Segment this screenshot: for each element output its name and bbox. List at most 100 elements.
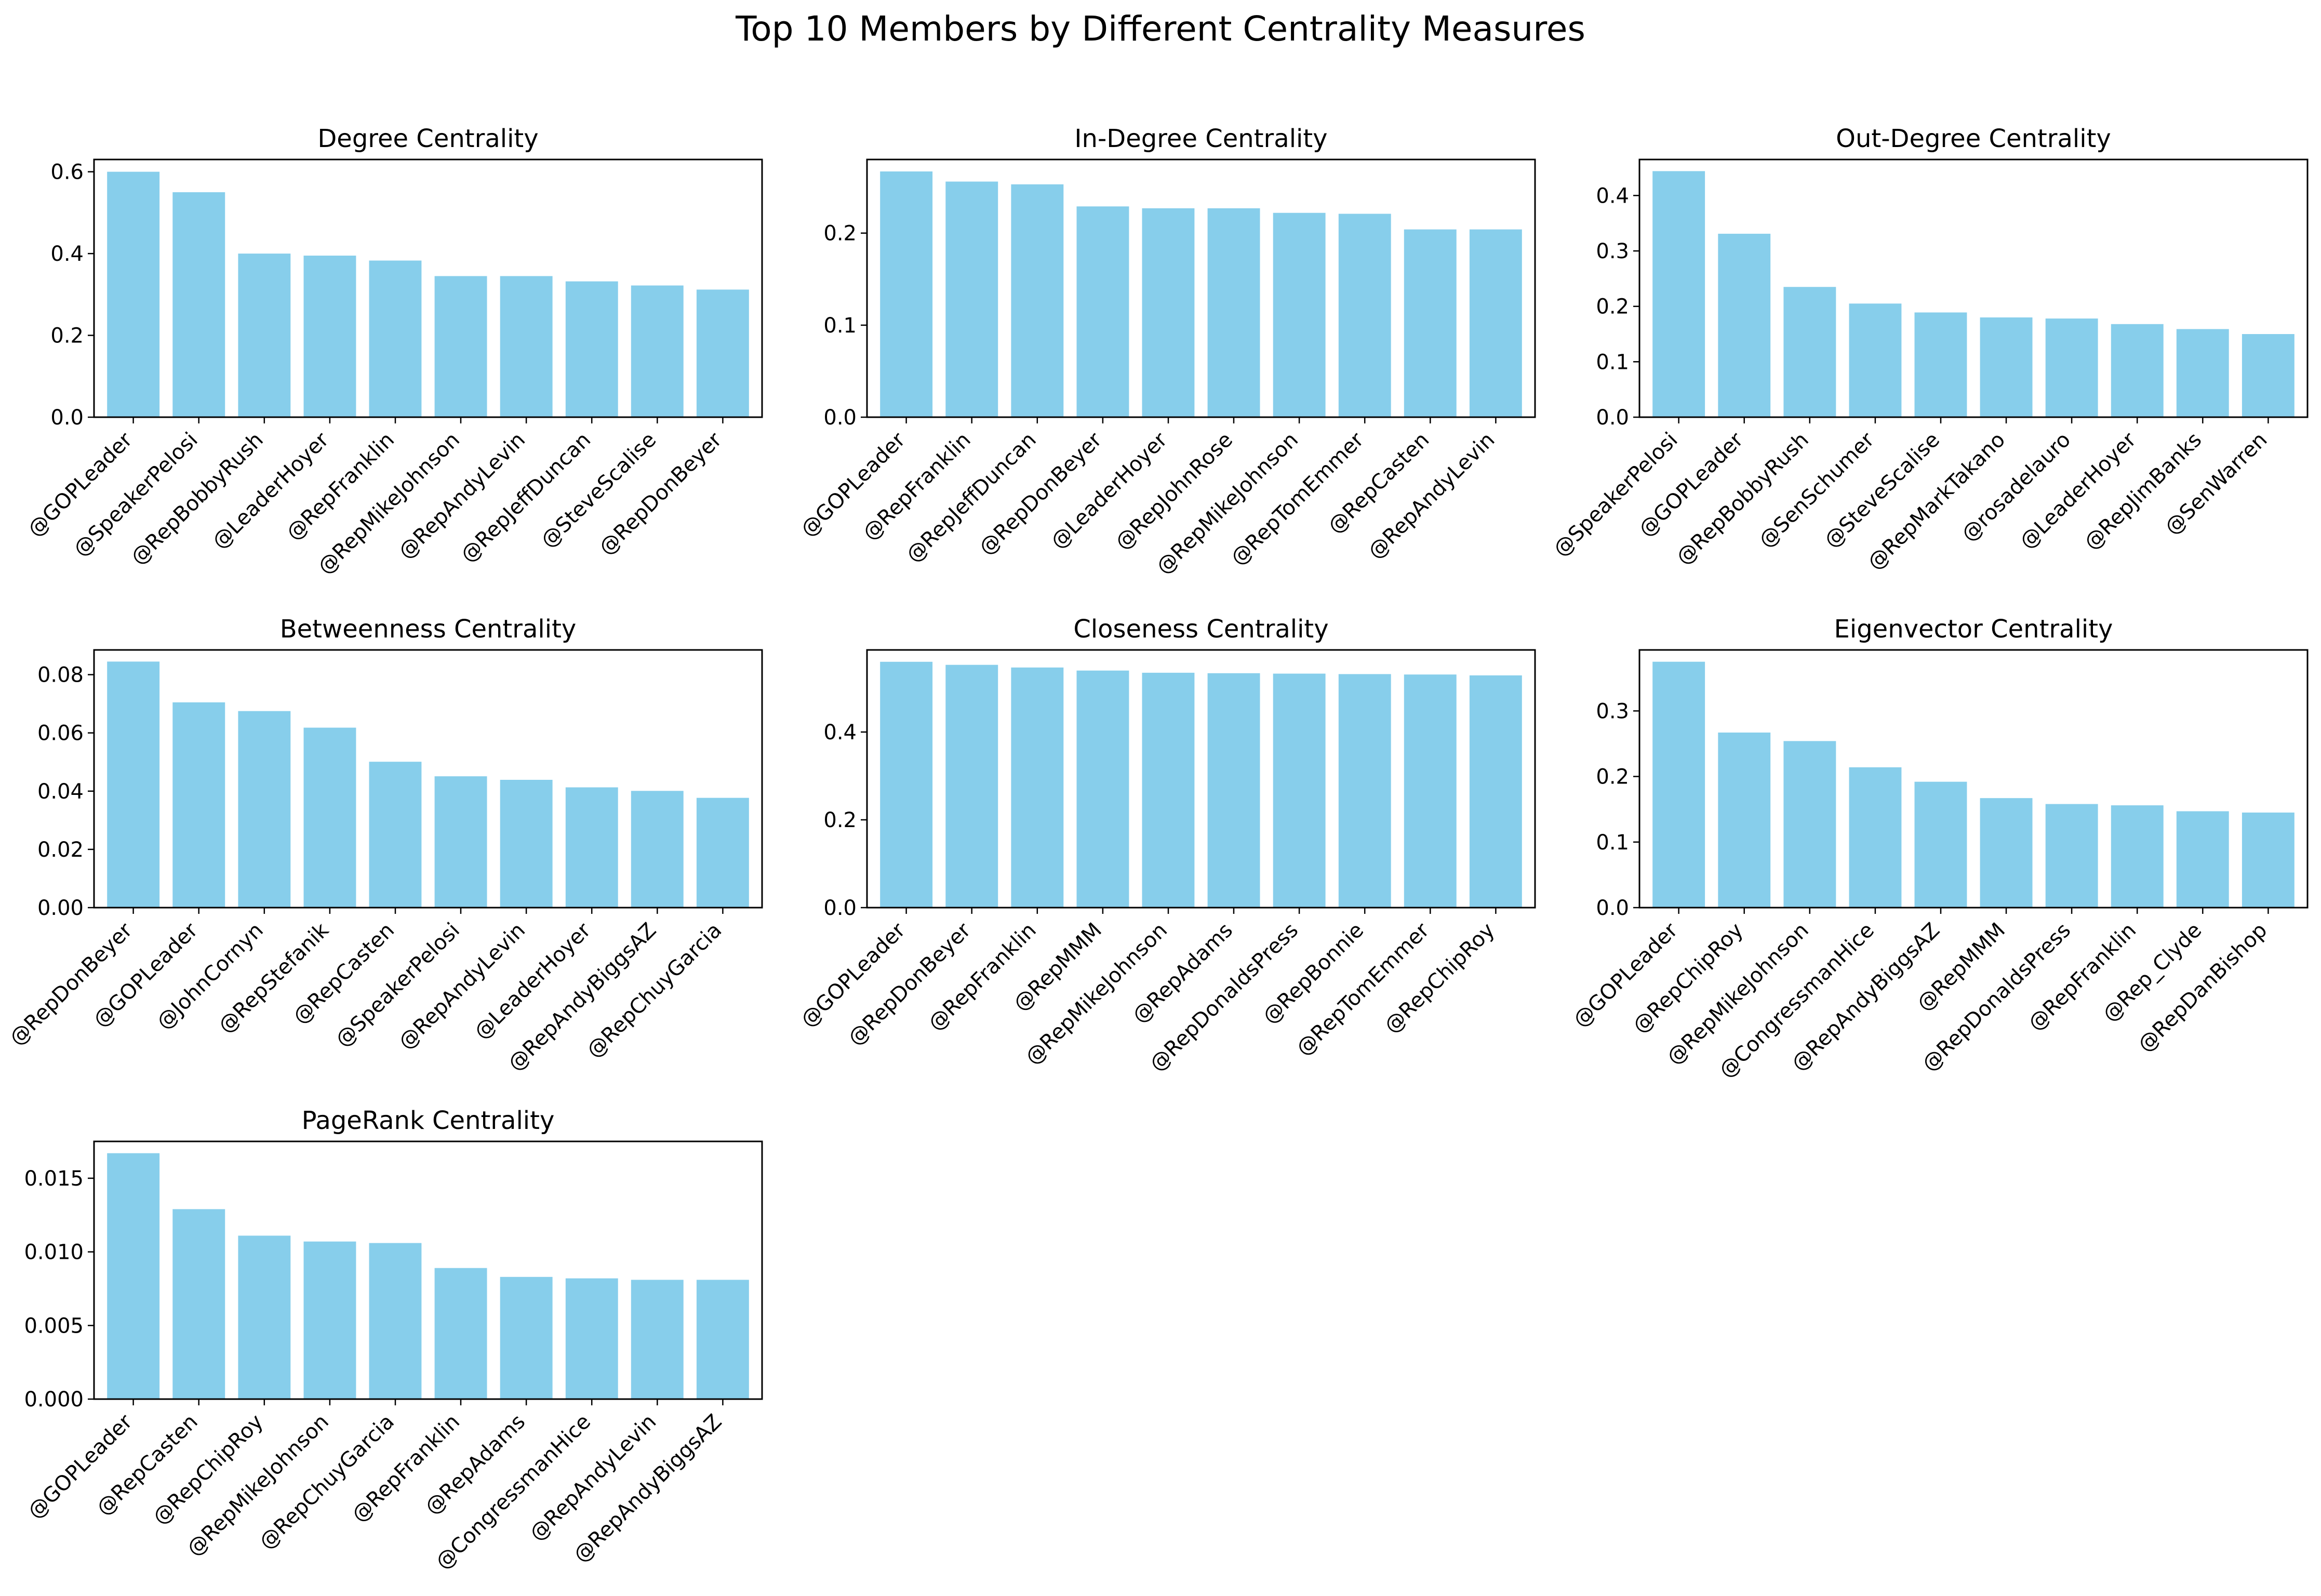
axes-frame: [93, 649, 763, 909]
y-tick-label: 0.6: [50, 161, 84, 184]
bar-7: [2045, 804, 2098, 908]
bar-9: [631, 1280, 684, 1399]
bar-5: [369, 762, 422, 908]
bar-8: [1338, 214, 1391, 417]
y-tick-label: 0.0: [1596, 406, 1629, 430]
axes-frame: [866, 158, 1536, 418]
bar-1: [107, 1153, 160, 1399]
bar-4: [1849, 767, 1902, 908]
bar-7: [500, 1276, 553, 1399]
bar-4: [303, 727, 356, 908]
y-tick-label: 0.3: [1596, 240, 1629, 263]
y-tick-label: 0.4: [1596, 184, 1629, 208]
y-tick-label: 0.4: [50, 242, 84, 266]
bar-2: [172, 1209, 225, 1399]
y-tick-label: 0.4: [823, 721, 857, 744]
bar-9: [2176, 811, 2229, 908]
bar-2: [172, 702, 225, 908]
bar-6: [434, 776, 487, 908]
bar-10: [2242, 813, 2295, 908]
bar-7: [2045, 318, 2098, 417]
bar-8: [1338, 674, 1391, 908]
bar-2: [172, 192, 225, 417]
axes-frame: [93, 1140, 763, 1400]
bar-9: [2176, 329, 2229, 417]
y-tick-label: 0.08: [37, 663, 84, 687]
y-tick-label: 0.2: [823, 222, 857, 246]
bar-6: [1207, 673, 1260, 908]
bar-3: [238, 1235, 291, 1399]
axes-frame: [1638, 649, 2309, 909]
bar-10: [696, 797, 749, 908]
bar-5: [369, 1243, 422, 1399]
bar-6: [434, 1268, 487, 1399]
bar-6: [1980, 317, 2033, 417]
bar-5: [1142, 208, 1195, 417]
bar-9: [1404, 674, 1457, 908]
y-tick-label: 0.1: [823, 314, 857, 338]
y-tick-label: 0.0: [823, 406, 857, 430]
axes-frame: [1638, 158, 2309, 418]
y-tick-label: 0.00: [37, 896, 84, 920]
bar-4: [1076, 670, 1129, 908]
bar-6: [434, 276, 487, 417]
panel-title: Out-Degree Centrality: [1836, 124, 2111, 153]
y-tick-label: 0.015: [24, 1167, 84, 1191]
bar-5: [1142, 672, 1195, 908]
bar-3: [1011, 184, 1064, 417]
bar-8: [2111, 805, 2164, 908]
bar-10: [1469, 675, 1522, 908]
bar-4: [1076, 206, 1129, 417]
bar-3: [1783, 741, 1836, 908]
bar-8: [2111, 324, 2164, 417]
y-tick-label: 0.3: [1596, 699, 1629, 723]
axes-frame: [93, 158, 763, 418]
y-tick-label: 0.2: [1596, 295, 1629, 319]
y-tick-label: 0.0: [823, 896, 857, 920]
bar-8: [565, 281, 618, 417]
y-tick-label: 0.2: [50, 324, 84, 348]
bar-2: [945, 181, 998, 417]
bar-3: [1783, 287, 1836, 417]
panel-title: Closeness Centrality: [1073, 615, 1328, 644]
panel-title: In-Degree Centrality: [1074, 124, 1327, 153]
bar-1: [107, 661, 160, 908]
bar-5: [369, 260, 422, 417]
y-tick-label: 0.005: [24, 1314, 84, 1338]
y-tick-label: 0.06: [37, 722, 84, 746]
y-tick-label: 0.02: [37, 838, 84, 862]
bar-8: [565, 787, 618, 908]
bar-3: [1011, 667, 1064, 908]
panel-title: Degree Centrality: [317, 124, 538, 153]
y-tick-label: 0.0: [1596, 896, 1629, 920]
bar-7: [500, 780, 553, 908]
bar-1: [880, 661, 933, 908]
bar-5: [1914, 312, 1967, 417]
bar-10: [2242, 334, 2295, 417]
bar-2: [1718, 733, 1771, 908]
bar-6: [1980, 798, 2033, 908]
panel-title: PageRank Centrality: [302, 1106, 555, 1135]
y-tick-label: 0.1: [1596, 831, 1629, 855]
axes-frame: [866, 649, 1536, 909]
bar-8: [565, 1278, 618, 1399]
bar-2: [945, 664, 998, 908]
bar-7: [500, 276, 553, 417]
y-tick-label: 0.0: [50, 406, 84, 430]
y-tick-label: 0.1: [1596, 350, 1629, 374]
bar-7: [1273, 212, 1326, 417]
bar-9: [631, 285, 684, 417]
bar-5: [1914, 781, 1967, 908]
bar-3: [238, 254, 291, 417]
bar-4: [303, 1241, 356, 1399]
bar-1: [1652, 661, 1705, 908]
y-tick-label: 0.04: [37, 780, 84, 804]
bar-1: [1652, 171, 1705, 417]
bar-4: [303, 256, 356, 417]
panel-title: Betweenness Centrality: [280, 615, 577, 644]
bar-4: [1849, 303, 1902, 417]
y-tick-label: 0.000: [24, 1388, 84, 1412]
bar-9: [631, 791, 684, 908]
panel-title: Eigenvector Centrality: [1834, 615, 2113, 644]
